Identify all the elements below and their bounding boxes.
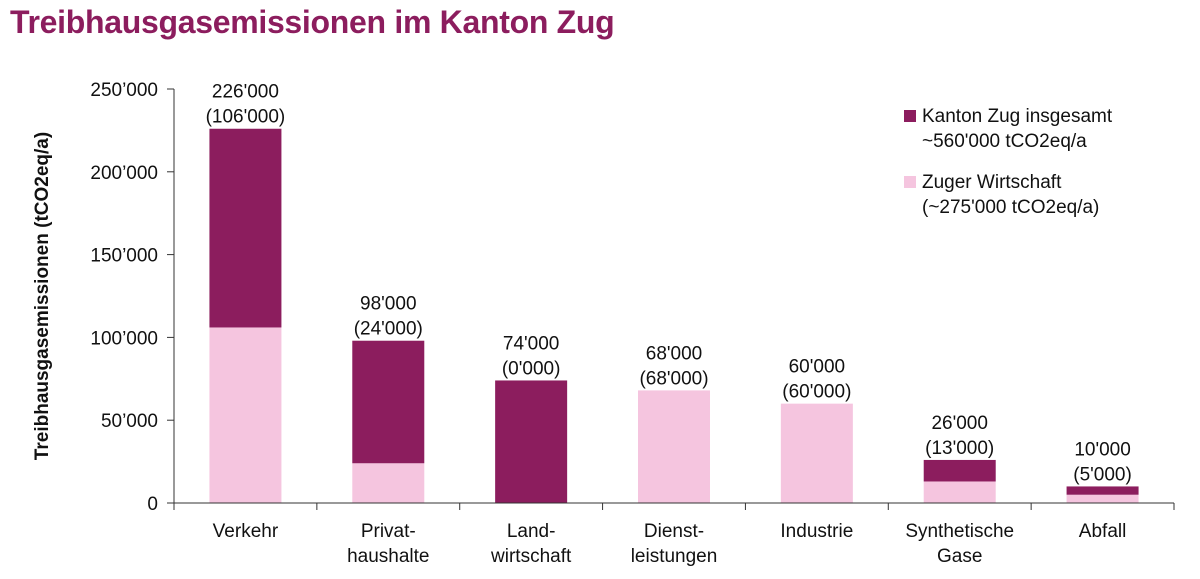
y-tick-label: 200’000 (90, 163, 158, 184)
x-tick-label: Privat- (361, 521, 416, 542)
data-label-wirtschaft: (0'000) (502, 358, 561, 379)
x-tick-label: Synthetische (905, 521, 1014, 542)
x-tick-label: haushalte (347, 546, 429, 567)
data-label-wirtschaft: (106'000) (206, 107, 286, 128)
data-label-wirtschaft: (13'000) (925, 438, 994, 459)
data-label-total: 226'000 (212, 82, 279, 103)
bar-segment-kanton-insgesamt (923, 459, 996, 482)
y-axis-label: Treibhausgasemissionen (tCO2eq/a) (32, 132, 53, 460)
axes (173, 89, 1174, 504)
bar-segment-kanton-insgesamt (1066, 486, 1139, 495)
data-label-total: 10'000 (1074, 439, 1130, 460)
data-label-wirtschaft: (68'000) (639, 368, 708, 389)
x-tick-label: Land- (507, 521, 556, 542)
x-tick-label: Dienst- (644, 521, 704, 542)
legend-label: Kanton Zug insgesamt (922, 106, 1113, 127)
chart-title: Treibhausgasemissionen im Kanton Zug (10, 4, 615, 40)
y-axis-title: Treibhausgasemissionen (tCO2eq/a) (32, 132, 53, 460)
bar-segment-zuger-wirtschaft (209, 327, 282, 503)
y-tick-label: 250’000 (90, 80, 158, 101)
data-label-wirtschaft: (60'000) (782, 382, 851, 403)
x-tick-label: Gase (937, 546, 982, 567)
data-label-total: 68'000 (646, 343, 702, 364)
legend: Kanton Zug insgesamt ~560'000 tCO2eq/a Zug… (904, 106, 1113, 218)
bar-segment-kanton-insgesamt (495, 380, 568, 503)
data-label-wirtschaft: (5'000) (1073, 464, 1132, 485)
y-tick-label: 100’000 (90, 328, 158, 349)
data-label-total: 74'000 (503, 333, 559, 354)
x-tick-label: wirtschaft (490, 546, 572, 567)
x-axis-ticks: Verkehr Privat-haushalte Land-wirtschaft Di… (173, 503, 1175, 567)
x-tick-label: Industrie (780, 521, 853, 542)
bar-segment-zuger-wirtschaft (923, 481, 996, 503)
bar-segment-zuger-wirtschaft (780, 403, 853, 503)
x-tick-label: leistungen (631, 546, 718, 567)
x-tick-label: Verkehr (213, 521, 279, 542)
data-label-total: 26'000 (931, 413, 987, 434)
y-tick-label: 50’000 (101, 411, 158, 432)
bars (209, 128, 1139, 503)
legend-swatch (904, 110, 916, 122)
bar-segment-kanton-insgesamt (209, 128, 282, 328)
data-label-wirtschaft: (24'000) (354, 319, 423, 340)
bar-segment-zuger-wirtschaft (638, 390, 710, 503)
y-tick-label: 150’000 (90, 246, 158, 267)
y-tick-label: 0 (147, 494, 158, 515)
legend-label: ~560'000 tCO2eq/a (922, 131, 1087, 152)
data-label-total: 98'000 (360, 294, 416, 315)
legend-label: (~275'000 tCO2eq/a) (922, 197, 1099, 218)
legend-swatch (904, 176, 916, 188)
bar-segment-zuger-wirtschaft (1066, 494, 1139, 503)
y-axis-ticks: 0 50’000 100’000 150’000 200’000 250’000 (90, 80, 174, 515)
x-tick-label: Abfall (1079, 521, 1127, 542)
bar-segment-zuger-wirtschaft (352, 463, 425, 503)
data-labels: 226'000 (106'000) 98'000 (24'000) 74'000 (0'0… (206, 82, 1132, 486)
legend-label: Zuger Wirtschaft (922, 172, 1062, 193)
data-label-total: 60'000 (789, 357, 845, 378)
bar-segment-kanton-insgesamt (352, 340, 425, 464)
